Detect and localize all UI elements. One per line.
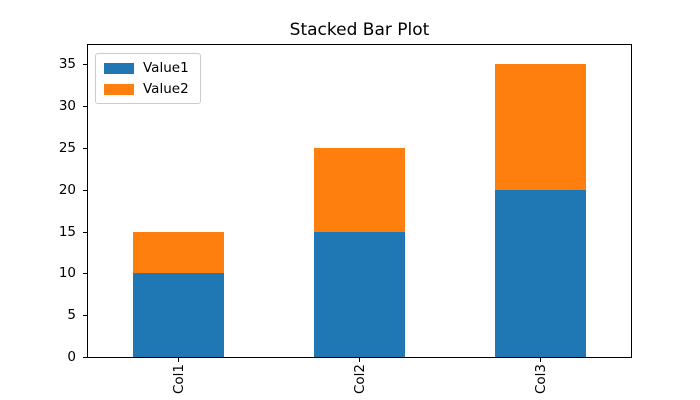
bar-segment-col2-value2: [314, 147, 405, 232]
legend-swatch-value1: [104, 62, 134, 74]
y-tick-label: 5: [67, 307, 76, 324]
bar-segment-col1-value2: [133, 231, 224, 274]
x-tick-mark: [178, 358, 179, 362]
legend-label: Value1: [143, 60, 189, 76]
y-tick-label: 35: [58, 56, 76, 73]
legend-item-value2: Value2: [104, 82, 189, 96]
y-tick-label: 20: [58, 181, 76, 198]
x-tick-mark: [359, 358, 360, 362]
y-tick-label: 10: [58, 265, 76, 282]
y-tick-mark: [83, 106, 87, 108]
y-tick-mark: [83, 189, 87, 191]
chart-title: Stacked Bar Plot: [289, 20, 430, 40]
bar-segment-col3-value2: [495, 64, 586, 190]
plot-area: [87, 44, 632, 358]
x-tick-label: Col2: [351, 363, 368, 395]
y-tick-mark: [83, 273, 87, 275]
y-tick-mark: [83, 64, 87, 66]
legend: Value1 Value2: [95, 53, 201, 104]
y-tick-mark: [83, 315, 87, 317]
y-tick-mark: [83, 357, 87, 358]
x-tick-label: Col1: [170, 363, 187, 395]
y-tick-label: 25: [58, 139, 76, 156]
legend-label: Value2: [143, 81, 189, 97]
bar-segment-col1-value1: [133, 273, 224, 357]
y-tick-mark: [83, 231, 87, 233]
y-tick-label: 15: [58, 223, 76, 240]
y-tick-label: 0: [67, 349, 76, 365]
x-tick-label: Col3: [532, 363, 549, 395]
y-tick-mark: [83, 147, 87, 149]
bar-segment-col3-value1: [495, 189, 586, 357]
y-tick-label: 30: [58, 98, 76, 115]
legend-swatch-value2: [104, 83, 134, 95]
legend-item-value1: Value1: [104, 61, 189, 75]
bar-segment-col2-value1: [314, 231, 405, 357]
x-tick-mark: [540, 358, 541, 362]
